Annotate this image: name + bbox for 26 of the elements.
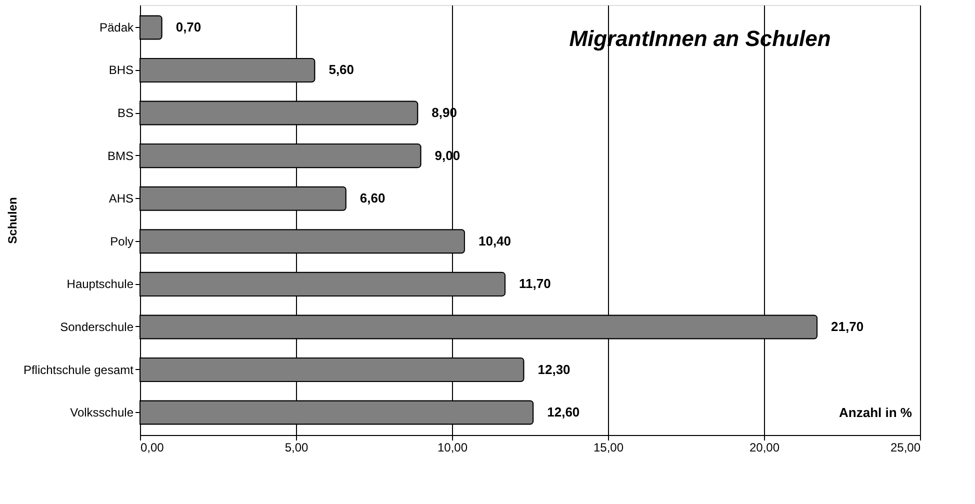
data-label: 6,60 xyxy=(360,190,386,206)
y-tick-label: Pädak xyxy=(99,20,134,34)
y-tick-label: Poly xyxy=(110,234,134,248)
y-tick-label: Hauptschule xyxy=(66,277,134,292)
y-axis-title: Schulen xyxy=(5,197,20,244)
y-tick-label: BMS xyxy=(107,148,134,163)
data-label: 12,60 xyxy=(547,404,580,420)
x-tick-label: 15,00 xyxy=(593,440,624,454)
y-tick-label: Pflichtschule gesamt xyxy=(23,362,134,377)
data-label: 12,30 xyxy=(538,362,570,377)
data-label: 21,70 xyxy=(831,318,864,334)
x-tick-label: 25,00 xyxy=(890,440,921,454)
data-label: 11,70 xyxy=(519,276,551,292)
x-tick-label: 5,00 xyxy=(284,440,308,454)
y-tick-label: BS xyxy=(117,106,134,120)
x-axis-title: Anzahl in % xyxy=(839,405,912,420)
y-tick-label: Sonderschule xyxy=(60,320,134,334)
y-tick-label: AHS xyxy=(108,192,134,206)
y-tick-label: BHS xyxy=(108,63,134,78)
x-tick-label: 20,00 xyxy=(749,440,780,454)
data-label: 0,70 xyxy=(176,19,202,34)
x-tick-label: 0,00 xyxy=(140,440,164,454)
data-label: 10,40 xyxy=(478,233,512,248)
y-tick-label: Volksschule xyxy=(70,406,134,420)
data-label: 5,60 xyxy=(328,62,354,78)
x-tick-label: 10,00 xyxy=(437,440,468,454)
